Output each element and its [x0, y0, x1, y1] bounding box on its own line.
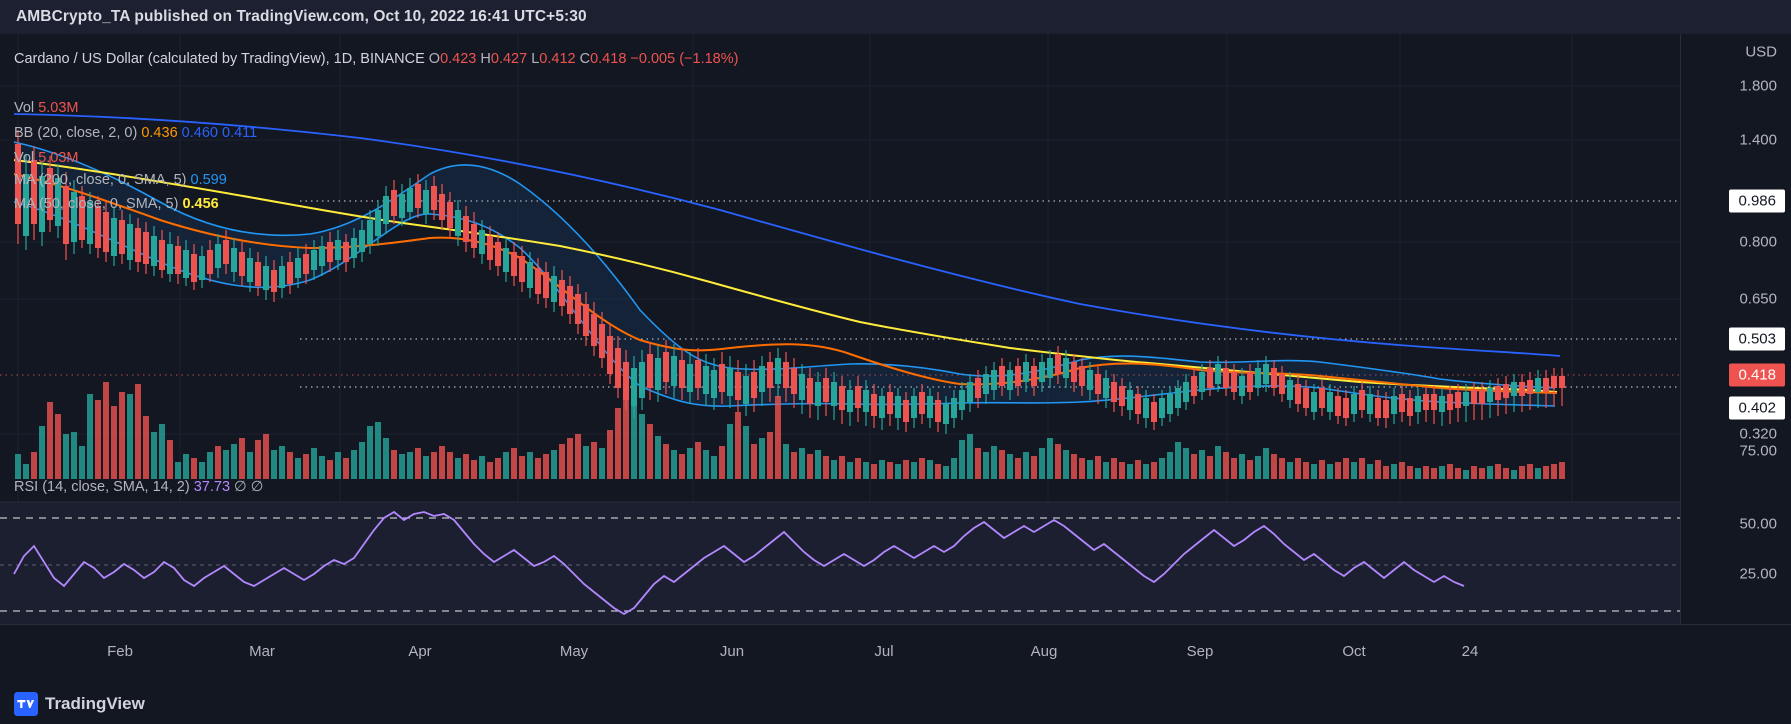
price-level-box-0402[interactable]: 0.402	[1729, 396, 1785, 420]
time-tick-jul: Jul	[874, 643, 894, 660]
rsi-tick-2500: 25.00	[1739, 565, 1777, 583]
price-tick-0650: 0.650	[1739, 290, 1777, 308]
high-value: 0.427	[490, 51, 528, 67]
time-tick-sep: Sep	[1186, 643, 1214, 660]
candlestick-series	[15, 130, 1565, 434]
low-label: L	[531, 51, 540, 67]
high-label: H	[480, 51, 491, 67]
price-tick-0320: 0.320	[1739, 425, 1777, 443]
ma50-legend[interactable]: MA (50, close, 0, SMA, 5) 0.456	[14, 196, 219, 212]
rsi-legend-extra2: ∅	[250, 479, 264, 495]
time-tick-mar: Mar	[249, 643, 275, 660]
volume-series	[15, 382, 1565, 479]
rsi-legend[interactable]: RSI (14, close, SMA, 14, 2) 37.73 ∅ ∅	[14, 479, 263, 495]
footer: TradingView	[0, 684, 1791, 724]
chart-svg	[0, 34, 1680, 624]
price-axis[interactable]: USD 1.800 1.400 0.986 0.800 0.650 0.503 …	[1680, 34, 1791, 624]
rsi-legend-name: RSI (14, close, SMA, 14, 2)	[14, 479, 190, 495]
change-value: −0.005	[630, 51, 676, 67]
rsi-tick-7500: 75.00	[1739, 442, 1777, 460]
price-level-lines	[0, 200, 1680, 388]
rsi-legend-extra1: ∅	[234, 479, 247, 495]
ma200-legend-value: 0.599	[190, 172, 227, 188]
bollinger-basis-value: 0.436	[141, 125, 178, 141]
low-value: 0.412	[539, 51, 576, 67]
volume-legend-top[interactable]: Vol 5.03M	[14, 100, 79, 116]
time-tick-jun: Jun	[719, 643, 745, 660]
time-tick-may: May	[559, 643, 589, 660]
time-tick-aug: Aug	[1030, 643, 1058, 660]
symbol-title: Cardano / US Dollar (calculated by Tradi…	[14, 51, 425, 67]
bollinger-legend[interactable]: BB (20, close, 2, 0) 0.436 0.460 0.411	[14, 125, 257, 141]
tradingview-brand[interactable]: TradingView	[14, 692, 145, 716]
price-tick-1800: 1.800	[1739, 77, 1777, 95]
rsi-legend-value: 37.73	[193, 479, 231, 495]
price-tick-1400: 1.400	[1739, 131, 1777, 149]
tradingview-logo-icon	[14, 692, 38, 716]
chart-legend: Cardano / US Dollar (calculated by Tradi…	[14, 46, 738, 73]
chart-canvas[interactable]: Cardano / US Dollar (calculated by Tradi…	[0, 34, 1680, 624]
price-level-box-0986[interactable]: 0.986	[1729, 189, 1785, 213]
price-level-box-0503[interactable]: 0.503	[1729, 327, 1785, 351]
bollinger-legend-name: BB (20, close, 2, 0)	[14, 125, 138, 141]
close-value: 0.418	[590, 51, 627, 67]
open-label: O	[428, 51, 441, 67]
volume-legend-bottom[interactable]: Vol 5.03M	[14, 150, 79, 166]
price-tick-0800: 0.800	[1739, 233, 1777, 251]
bollinger-lower-value: 0.411	[222, 125, 258, 141]
ma200-line	[13, 159, 1558, 393]
publisher-bar: AMBCrypto_TA published on TradingView.co…	[0, 0, 1791, 34]
rsi-series	[13, 510, 1465, 616]
time-tick-oct: Oct	[1342, 643, 1366, 660]
ma50-legend-value: 0.456	[182, 196, 219, 212]
close-label: C	[579, 51, 591, 67]
ma50-legend-name: MA (50, close, 0, SMA, 5)	[14, 196, 179, 212]
tradingview-brand-text: TradingView	[45, 694, 145, 713]
volume-legend-top-value: 5.03M	[38, 100, 79, 116]
bollinger-upper-outer	[13, 113, 1561, 357]
price-axis-unit: USD	[1745, 43, 1777, 61]
time-axis[interactable]: Feb Mar Apr May Jun Jul Aug Sep Oct 24	[0, 624, 1791, 684]
current-price-box[interactable]: 0.418	[1729, 363, 1785, 387]
symbol-legend-row[interactable]: Cardano / US Dollar (calculated by Tradi…	[14, 46, 738, 73]
volume-legend-top-name: Vol	[14, 100, 35, 116]
change-percent: (−1.18%)	[679, 51, 739, 67]
bollinger-upper-value: 0.460	[181, 125, 218, 141]
open-value: 0.423	[440, 51, 477, 67]
volume-legend-bottom-value: 5.03M	[38, 150, 79, 166]
time-tick-24: 24	[1461, 643, 1479, 660]
ma200-legend[interactable]: MA (200, close, 0, SMA, 5) 0.599	[14, 172, 227, 188]
rsi-panel-background	[0, 502, 1680, 624]
publisher-text: AMBCrypto_TA published on TradingView.co…	[16, 8, 587, 25]
ma200-legend-name: MA (200, close, 0, SMA, 5)	[14, 172, 187, 188]
time-tick-apr: Apr	[408, 643, 432, 660]
volume-legend-bottom-name: Vol	[14, 150, 35, 166]
time-tick-feb: Feb	[107, 643, 133, 660]
ma50-line	[13, 173, 1558, 394]
rsi-tick-5000: 50.00	[1739, 515, 1777, 533]
horizontal-gridlines	[0, 85, 1680, 435]
